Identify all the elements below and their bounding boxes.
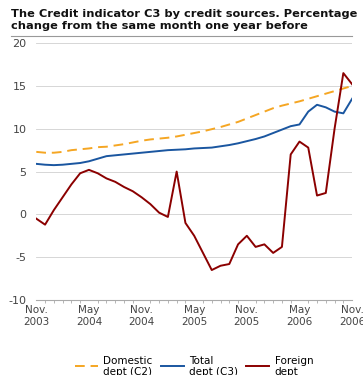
Text: The Credit indicator C3 by credit sources. Percentage: The Credit indicator C3 by credit source… [11,9,357,20]
Legend: Domestic
dept (C2), Total
dept (C3), Foreign
dept: Domestic dept (C2), Total dept (C3), For… [71,351,317,375]
Text: change from the same month one year before: change from the same month one year befo… [11,21,308,31]
